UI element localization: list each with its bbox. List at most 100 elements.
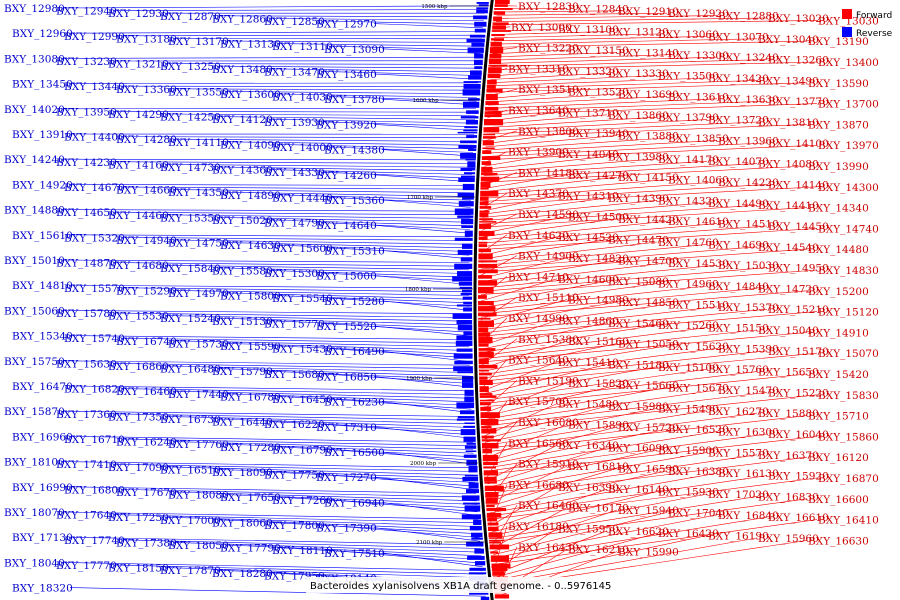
reverse-label-leader <box>113 312 470 318</box>
reverse-feature-mark <box>456 304 472 307</box>
forward-gene-label: BXY_12830 <box>518 1 579 13</box>
forward-label-leader <box>483 371 758 404</box>
reverse-gene-label: BXY_17440 <box>168 389 229 401</box>
forward-label-leader <box>481 322 608 350</box>
forward-label-leader <box>483 382 568 414</box>
reverse-feature-mark <box>480 596 490 600</box>
reverse-label-leader <box>329 146 474 153</box>
reverse-label-leader <box>121 287 470 293</box>
forward-gene-label: BXY_14060 <box>668 175 729 187</box>
reverse-label-leader <box>69 436 473 443</box>
reverse-feature-mark <box>456 335 473 341</box>
forward-gene-label: BXY_14340 <box>808 203 869 215</box>
reverse-gene-label: BXY_12960 <box>12 28 73 40</box>
reverse-gene-label: BXY_17750 <box>264 470 325 482</box>
reverse-label-leader <box>321 222 470 230</box>
forward-label-leader <box>490 70 558 77</box>
forward-gene-label: BXY_15160 <box>568 336 629 348</box>
forward-gene-label: BXY_15920 <box>768 471 829 483</box>
forward-gene-label: BXY_14740 <box>818 223 879 235</box>
reverse-gene-label: BXY_15350 <box>160 212 221 224</box>
forward-label-leader <box>492 498 808 543</box>
forward-gene-label: BXY_16520 <box>668 424 729 436</box>
forward-gene-label: BXY_15390 <box>718 343 779 355</box>
forward-label-leader <box>487 452 708 491</box>
reverse-gene-label: BXY_15300 <box>264 268 325 280</box>
reverse-label-leader <box>173 189 472 194</box>
reverse-label-leader <box>165 63 480 65</box>
reverse-feature-mark <box>463 331 473 336</box>
scale-tick-label: 1500 kbp <box>421 4 448 10</box>
reverse-feature-mark <box>456 348 473 352</box>
reverse-feature-mark <box>465 158 476 161</box>
reverse-gene-label: BXY_16780 <box>220 391 281 403</box>
forward-gene-label: BXY_14950 <box>768 263 829 275</box>
reverse-feature-mark <box>469 525 482 531</box>
reverse-label-leader <box>173 239 470 245</box>
reverse-label-leader <box>69 82 479 84</box>
reverse-feature-mark <box>476 2 489 4</box>
reverse-gene-label: BXY_13250 <box>160 61 221 73</box>
forward-feature-mark <box>484 485 504 491</box>
reverse-feature-mark <box>457 249 473 255</box>
forward-feature-mark <box>478 286 494 294</box>
reverse-gene-label: BXY_14870 <box>56 258 117 270</box>
reverse-gene-label: BXY_17650 <box>220 492 281 504</box>
forward-label-leader <box>491 496 758 539</box>
reverse-gene-label: BXY_12930 <box>108 8 169 20</box>
forward-feature-mark <box>481 428 497 434</box>
reverse-label-leader <box>381 502 478 516</box>
reverse-feature-mark <box>464 474 478 477</box>
reverse-label-leader <box>321 71 479 76</box>
reverse-gene-label: BXY_15000 <box>316 271 377 283</box>
reverse-gene-label: BXY_15770 <box>264 318 325 330</box>
reverse-label-leader <box>173 88 478 91</box>
reverse-gene-label: BXY_17090 <box>108 462 169 474</box>
forward-gene-label: BXY_15150 <box>708 323 769 335</box>
reverse-feature-mark <box>457 271 473 276</box>
reverse-gene-label: BXY_14090 <box>220 139 281 151</box>
reverse-gene-label: BXY_17280 <box>220 442 281 454</box>
reverse-feature-mark <box>462 89 481 96</box>
forward-gene-label: BXY_14490 <box>708 198 769 210</box>
forward-feature-mark <box>493 16 502 22</box>
reverse-gene-label: BXY_13230 <box>56 56 117 68</box>
reverse-feature-mark <box>454 263 473 269</box>
forward-feature-mark <box>479 372 492 376</box>
forward-label-leader <box>480 285 708 311</box>
reverse-feature-mark <box>452 276 473 282</box>
forward-gene-label: BXY_14180 <box>518 167 579 179</box>
forward-gene-label: BXY_12920 <box>668 8 729 20</box>
reverse-gene-label: BXY_14290 <box>108 109 169 121</box>
reverse-label-leader <box>329 247 470 256</box>
reverse-label-leader <box>217 469 476 480</box>
forward-gene-label: BXY_15410 <box>558 357 619 369</box>
forward-feature-mark <box>491 34 505 37</box>
forward-gene-label: BXY_15080 <box>608 276 669 288</box>
forward-feature-mark <box>482 454 499 462</box>
reverse-label-leader <box>321 20 484 25</box>
reverse-gene-label: BXY_15630 <box>56 358 117 370</box>
forward-feature-mark <box>485 491 499 498</box>
reverse-feature-mark <box>465 450 477 452</box>
forward-feature-mark <box>478 263 498 268</box>
reverse-label-leader <box>217 65 480 69</box>
forward-feature-mark <box>478 364 498 369</box>
forward-label-leader <box>484 153 558 167</box>
forward-feature-mark <box>484 111 502 114</box>
forward-gene-label: BXY_14700 <box>618 255 679 267</box>
forward-gene-label: BXY_16410 <box>818 515 879 527</box>
reverse-gene-label: BXY_14460 <box>108 210 169 222</box>
forward-feature-mark <box>484 476 497 482</box>
forward-gene-label: BXY_17020 <box>708 489 769 501</box>
reverse-gene-label: BXY_14330 <box>264 167 325 179</box>
reverse-feature-mark <box>462 376 474 383</box>
reverse-label-leader <box>121 388 471 395</box>
forward-feature-mark <box>484 114 502 118</box>
forward-gene-label: BXY_15070 <box>818 348 879 360</box>
reverse-gene-label: BXY_17390 <box>316 523 377 535</box>
forward-label-leader <box>488 456 808 498</box>
forward-gene-label: BXY_14150 <box>618 172 679 184</box>
forward-label-leader <box>486 116 658 128</box>
forward-gene-label: BXY_15670 <box>668 383 729 395</box>
